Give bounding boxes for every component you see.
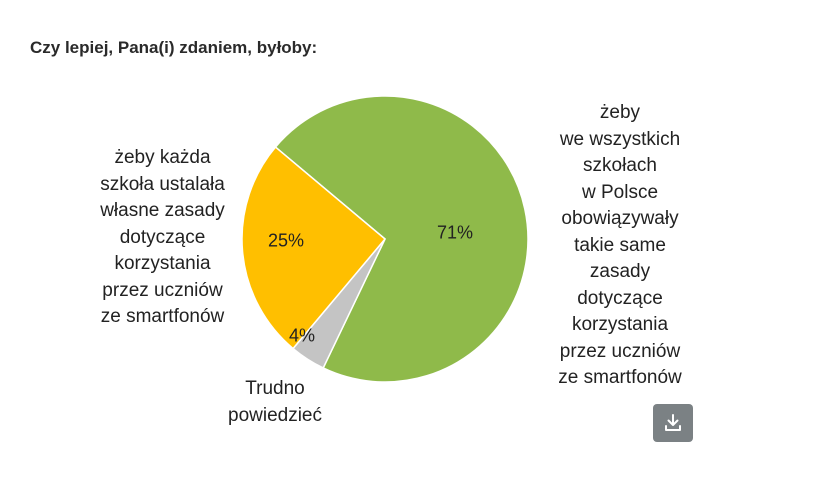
pie-slice-same-rules [274,95,529,383]
slice-label-same-rules: żeby we wszystkich szkołach w Polsce obo… [558,102,682,388]
data-label-4: 4% [288,325,316,346]
pie-slice-own-rules [241,146,387,350]
data-label-71: 71% [436,222,474,243]
chart-title: Czy lepiej, Pana(i) zdaniem, byłoby: [30,38,318,57]
download-button[interactable] [653,404,693,442]
data-label-25: 25% [267,230,305,251]
slice-label-own-rules: żeby każda szkoła ustalała własne zasady… [100,147,225,327]
download-icon [665,414,681,431]
slice-label-hard-to-say: Trudno powiedzieć [228,378,322,426]
